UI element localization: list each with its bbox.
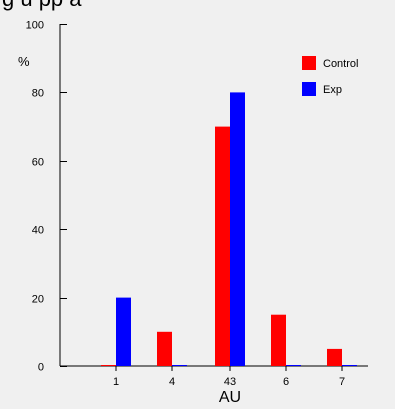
x-tick-label: 43: [224, 376, 236, 388]
x-tick-label: 7: [339, 376, 345, 388]
bar-exp-1: [116, 297, 131, 366]
legend-label-exp: Exp: [323, 84, 342, 96]
x-tick-label: 1: [113, 376, 119, 388]
bar-control-43: [215, 126, 230, 366]
bar-control-6: [271, 314, 286, 366]
chart-title: g u pp a: [2, 0, 82, 12]
legend-swatch-control: [302, 56, 316, 70]
chart-legend: Control Exp: [302, 56, 358, 96]
chart-ticks: 0 20 40 60 80 100 1 4 43 6 7: [26, 20, 345, 389]
y-tick-label: 0: [38, 362, 44, 374]
x-tick-label: 4: [169, 376, 175, 388]
legend-label-control: Control: [323, 58, 358, 70]
chart-axes: [59, 24, 368, 367]
bar-control-7: [327, 348, 342, 366]
bar-control-4: [157, 331, 172, 366]
y-tick-label: 100: [26, 20, 44, 32]
y-tick-label: 20: [32, 294, 44, 306]
bar-control-1: [101, 365, 116, 366]
bar-exp-7: [342, 365, 357, 366]
chart-title-clip: g u pp a: [0, 0, 395, 14]
legend-swatch-exp: [302, 82, 316, 96]
y-tick-label: 60: [32, 157, 44, 169]
y-tick-label: 40: [32, 225, 44, 237]
chart-bars: [101, 92, 357, 367]
bar-exp-6: [286, 365, 301, 366]
bar-exp-4: [172, 365, 187, 366]
x-tick-label: 6: [283, 376, 289, 388]
x-axis-label: AU: [219, 389, 241, 406]
bar-exp-43: [230, 92, 245, 367]
y-axis-label: %: [18, 54, 30, 69]
y-tick-label: 80: [32, 88, 44, 100]
